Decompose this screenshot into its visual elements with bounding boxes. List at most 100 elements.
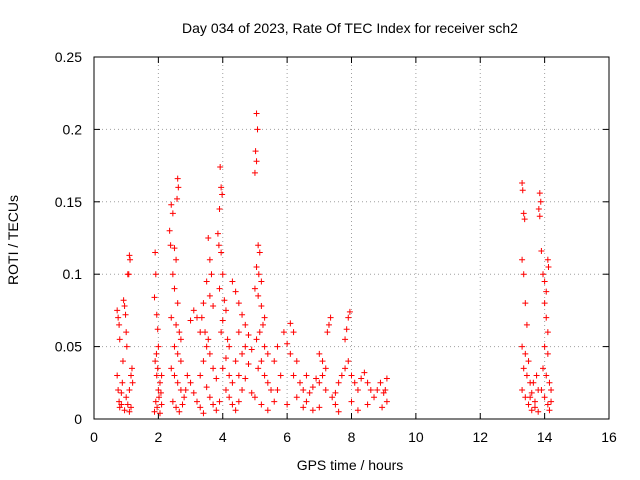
data-point (255, 365, 262, 372)
data-point (181, 394, 188, 401)
data-point (255, 242, 262, 249)
data-point (203, 278, 210, 285)
data-point (383, 375, 390, 382)
plot-frame (93, 56, 610, 420)
data-point (239, 350, 246, 357)
data-point (354, 407, 361, 414)
data-point (245, 360, 252, 367)
data-point (335, 379, 342, 386)
data-point (126, 408, 133, 415)
data-point (206, 292, 213, 299)
data-point (544, 256, 551, 263)
x-tick-label: 12 (472, 429, 488, 445)
data-point (198, 314, 205, 321)
data-point (121, 303, 128, 310)
data-point (342, 336, 349, 343)
data-point (208, 271, 215, 278)
data-point (153, 350, 160, 357)
data-point (232, 407, 239, 414)
data-point (174, 175, 181, 182)
data-point (258, 358, 265, 365)
data-point (175, 184, 182, 191)
data-point (531, 398, 538, 405)
data-point (124, 401, 131, 408)
data-point (222, 387, 229, 394)
data-point (155, 343, 162, 350)
data-point (151, 294, 158, 301)
data-point (242, 343, 249, 350)
data-point (261, 314, 268, 321)
data-point (533, 372, 540, 379)
data-point (253, 158, 260, 165)
data-point (121, 407, 128, 414)
data-point (125, 271, 132, 278)
data-point (179, 401, 186, 408)
axis-ticks: 0 2 4 6 8 10 12 14 16 0 0.05 0.1 0.15 0.2 0.25 (55, 49, 617, 445)
data-point (327, 314, 334, 321)
data-point (264, 379, 271, 386)
y-tick-label: 0 (74, 411, 82, 427)
data-point (154, 326, 161, 333)
data-point (316, 404, 323, 411)
data-point (219, 365, 226, 372)
data-point (519, 187, 526, 194)
data-point (536, 190, 543, 197)
data-point (154, 365, 161, 372)
data-point (248, 346, 255, 353)
data-point (206, 256, 213, 263)
data-point (342, 365, 349, 372)
data-point (519, 387, 526, 394)
data-point (371, 394, 378, 401)
data-point (520, 365, 527, 372)
data-point (548, 387, 555, 394)
data-point (210, 365, 217, 372)
data-point (361, 369, 368, 376)
data-point (358, 375, 365, 382)
data-point (235, 300, 242, 307)
data-point (258, 401, 265, 408)
data-point (232, 358, 239, 365)
data-point (184, 372, 191, 379)
data-point (190, 389, 197, 396)
data-point (544, 350, 551, 357)
data-point (287, 350, 294, 357)
data-point (519, 343, 526, 350)
data-point (293, 394, 300, 401)
data-point (116, 321, 123, 328)
chart-title: Day 034 of 2023, Rate Of TEC Index for r… (182, 20, 518, 36)
data-point (239, 311, 246, 318)
data-point (377, 379, 384, 386)
data-point (154, 404, 161, 411)
data-point (522, 350, 529, 357)
grid-lines (94, 57, 609, 419)
data-point (300, 387, 307, 394)
data-point (543, 288, 550, 295)
data-point (348, 372, 355, 379)
data-point (171, 343, 178, 350)
data-point (364, 401, 371, 408)
data-point (252, 148, 259, 155)
data-point (319, 358, 326, 365)
data-point (259, 321, 266, 328)
data-point (245, 332, 252, 339)
data-point (152, 249, 159, 256)
data-point (217, 164, 224, 171)
data-point (287, 320, 294, 327)
data-point (284, 401, 291, 408)
data-point (174, 195, 181, 202)
data-point (115, 314, 122, 321)
data-point (544, 401, 551, 408)
data-point (210, 303, 217, 310)
data-point (271, 358, 278, 365)
data-point (187, 317, 194, 324)
data-point (345, 314, 352, 321)
data-point (537, 198, 544, 205)
data-point (222, 355, 229, 362)
data-point (525, 401, 532, 408)
data-point (167, 242, 174, 249)
data-point (242, 321, 249, 328)
data-point (158, 372, 165, 379)
data-point (253, 263, 260, 270)
data-point (546, 379, 553, 386)
data-point (300, 404, 307, 411)
